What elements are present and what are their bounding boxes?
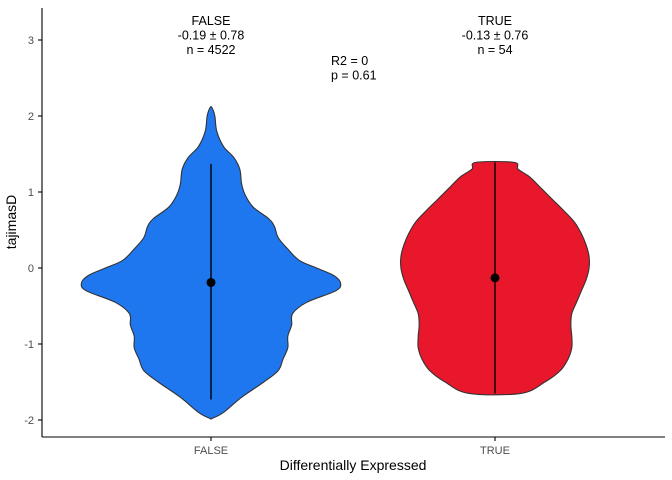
y-axis-ticks: -2 -1 0 1 2 3	[24, 35, 42, 427]
y-tick-label: 1	[28, 187, 34, 199]
stats-label: p = 0.61	[331, 69, 377, 83]
x-axis-title: Differentially Expressed	[280, 457, 427, 473]
y-tick-label: 3	[28, 35, 34, 47]
group-label-true: n = 54	[477, 43, 512, 57]
y-tick-label: 2	[28, 111, 34, 123]
group-label-true: TRUE	[478, 14, 512, 28]
x-tick-label: FALSE	[194, 445, 228, 457]
violin-layer	[80, 106, 590, 420]
group-label-false: -0.19 ± 0.78	[178, 29, 245, 43]
group-label-false: n = 4522	[186, 43, 235, 57]
mean-point-true	[490, 273, 500, 283]
y-tick-label: -2	[24, 415, 34, 427]
x-axis-ticks: FALSE TRUE	[194, 437, 510, 457]
group-label-false: FALSE	[192, 14, 231, 28]
y-tick-label: 0	[28, 263, 34, 275]
x-tick-label: TRUE	[480, 445, 510, 457]
annotation-layer: FALSE-0.19 ± 0.78n = 4522 TRUE-0.13 ± 0.7…	[178, 14, 529, 83]
group-label-true: -0.13 ± 0.76	[462, 29, 529, 43]
y-tick-label: -1	[24, 339, 34, 351]
mean-point-false	[206, 277, 216, 287]
stats-label: R2 = 0	[331, 54, 368, 68]
y-axis-title: tajimasD	[3, 195, 19, 249]
